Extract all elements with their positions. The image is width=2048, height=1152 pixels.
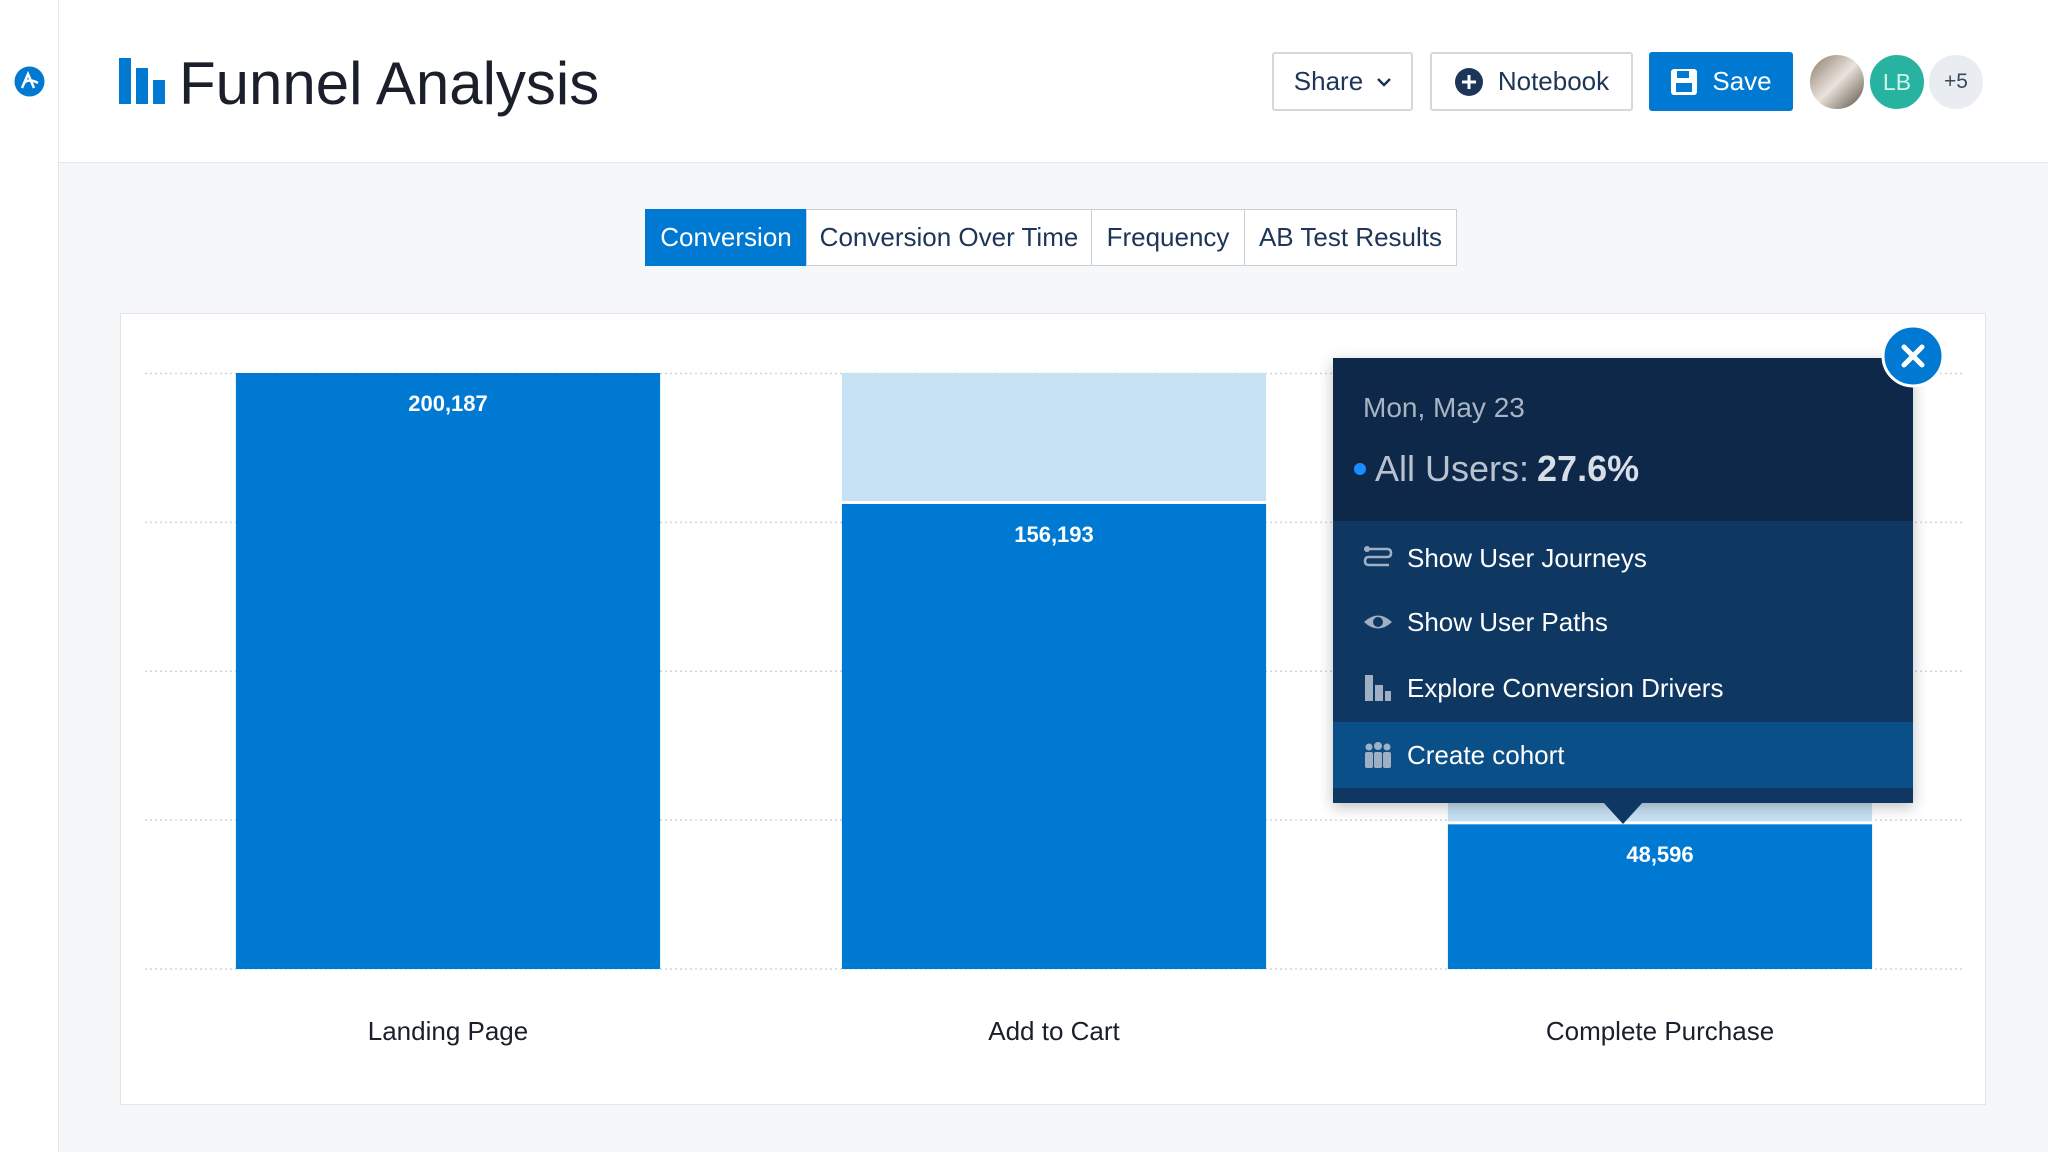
tab[interactable]: Frequency	[1091, 209, 1245, 266]
tooltip-pointer	[1603, 802, 1643, 824]
menu-label: Explore Conversion Drivers	[1407, 672, 1724, 703]
share-button[interactable]: Share	[1272, 52, 1413, 111]
tooltip-series: All Users: 27.6%	[1353, 448, 1639, 490]
menu-label: Show User Journeys	[1407, 542, 1647, 573]
app-logo[interactable]	[14, 66, 45, 97]
drivers-icon	[1365, 675, 1391, 701]
dropoff-bar	[841, 373, 1267, 501]
tab[interactable]: AB Test Results	[1244, 209, 1457, 266]
avatar[interactable]: LB	[1867, 52, 1927, 112]
chevron	[1377, 77, 1392, 87]
menu-item[interactable]: Explore Conversion Drivers	[1333, 655, 1913, 721]
series-dot	[1354, 463, 1366, 475]
x-tick-label: Landing Page	[368, 1016, 528, 1046]
save-icon	[1671, 68, 1698, 95]
tooltip-date: Mon, May 23	[1363, 392, 1525, 423]
page-title: Funnel Analysis	[179, 50, 600, 117]
close-button[interactable]	[1881, 324, 1945, 388]
tab-bar: Conversion Conversion Over Time Frequenc…	[645, 209, 1457, 266]
journeys-icon	[1363, 546, 1393, 567]
funnel-icon	[119, 58, 165, 104]
tab[interactable]: Conversion Over Time	[806, 209, 1092, 266]
series-value: 27.6%	[1537, 448, 1640, 489]
avatar-more[interactable]: +5	[1926, 52, 1986, 112]
save-button[interactable]: Save	[1649, 52, 1793, 111]
tooltip: Mon, May 23 All Users: 27.6% Show User J…	[1333, 358, 1913, 803]
menu-item[interactable]: Show User Paths	[1333, 589, 1913, 655]
bar	[235, 373, 661, 969]
menu-label: Show User Paths	[1407, 606, 1608, 637]
menu-item[interactable]: Create cohort	[1333, 722, 1913, 788]
x-tick-label: Complete Purchase	[1546, 1016, 1774, 1046]
menu-label: Create cohort	[1407, 739, 1565, 770]
bar	[1447, 824, 1873, 969]
value-label: 200,187	[408, 391, 488, 416]
button-label: Notebook	[1497, 66, 1610, 96]
bar	[841, 503, 1267, 969]
menu-item[interactable]: Show User Journeys	[1333, 525, 1913, 591]
button-label: Share	[1293, 66, 1364, 96]
series-name: All Users:	[1375, 448, 1530, 489]
cohort-icon	[1365, 742, 1391, 768]
sidebar	[0, 0, 59, 1152]
value-label: 156,193	[1014, 522, 1094, 547]
tooltip-header	[1333, 358, 1913, 521]
tab[interactable]: Conversion	[645, 209, 807, 266]
avatar-photo[interactable]	[1807, 52, 1867, 112]
button-label: Save	[1712, 66, 1772, 96]
plus-icon	[1454, 67, 1483, 96]
x-tick-label: Add to Cart	[988, 1016, 1120, 1046]
eye-icon	[1364, 615, 1392, 629]
notebook-button[interactable]: Notebook	[1430, 52, 1633, 111]
value-label: 48,596	[1626, 842, 1693, 867]
